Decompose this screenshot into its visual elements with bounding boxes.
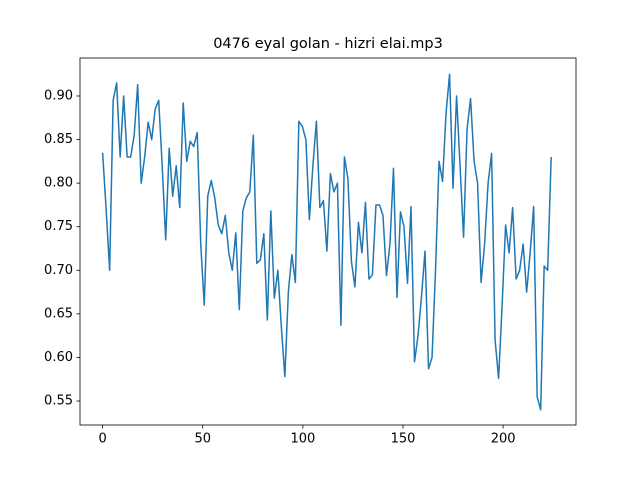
y-tick-label: 0.70 [44,263,73,278]
y-tick-label: 0.75 [44,219,73,234]
axes-frame [79,57,577,426]
y-tick-label: 0.65 [44,306,73,321]
y-tick-label: 0.55 [44,394,73,409]
x-tick-label: 100 [290,432,315,447]
y-tick-label: 0.85 [44,132,73,147]
x-tick-label: 50 [194,432,211,447]
chart-title: 0476 eyal golan - hizri elai.mp3 [213,36,443,52]
y-tick-label: 0.60 [44,350,73,365]
x-tick-label: 0 [98,432,106,447]
x-tick-label: 200 [491,432,516,447]
x-tick-label: 150 [391,432,416,447]
y-tick-label: 0.80 [44,176,73,191]
line-series [101,73,552,411]
y-tick-label: 0.90 [44,88,73,103]
